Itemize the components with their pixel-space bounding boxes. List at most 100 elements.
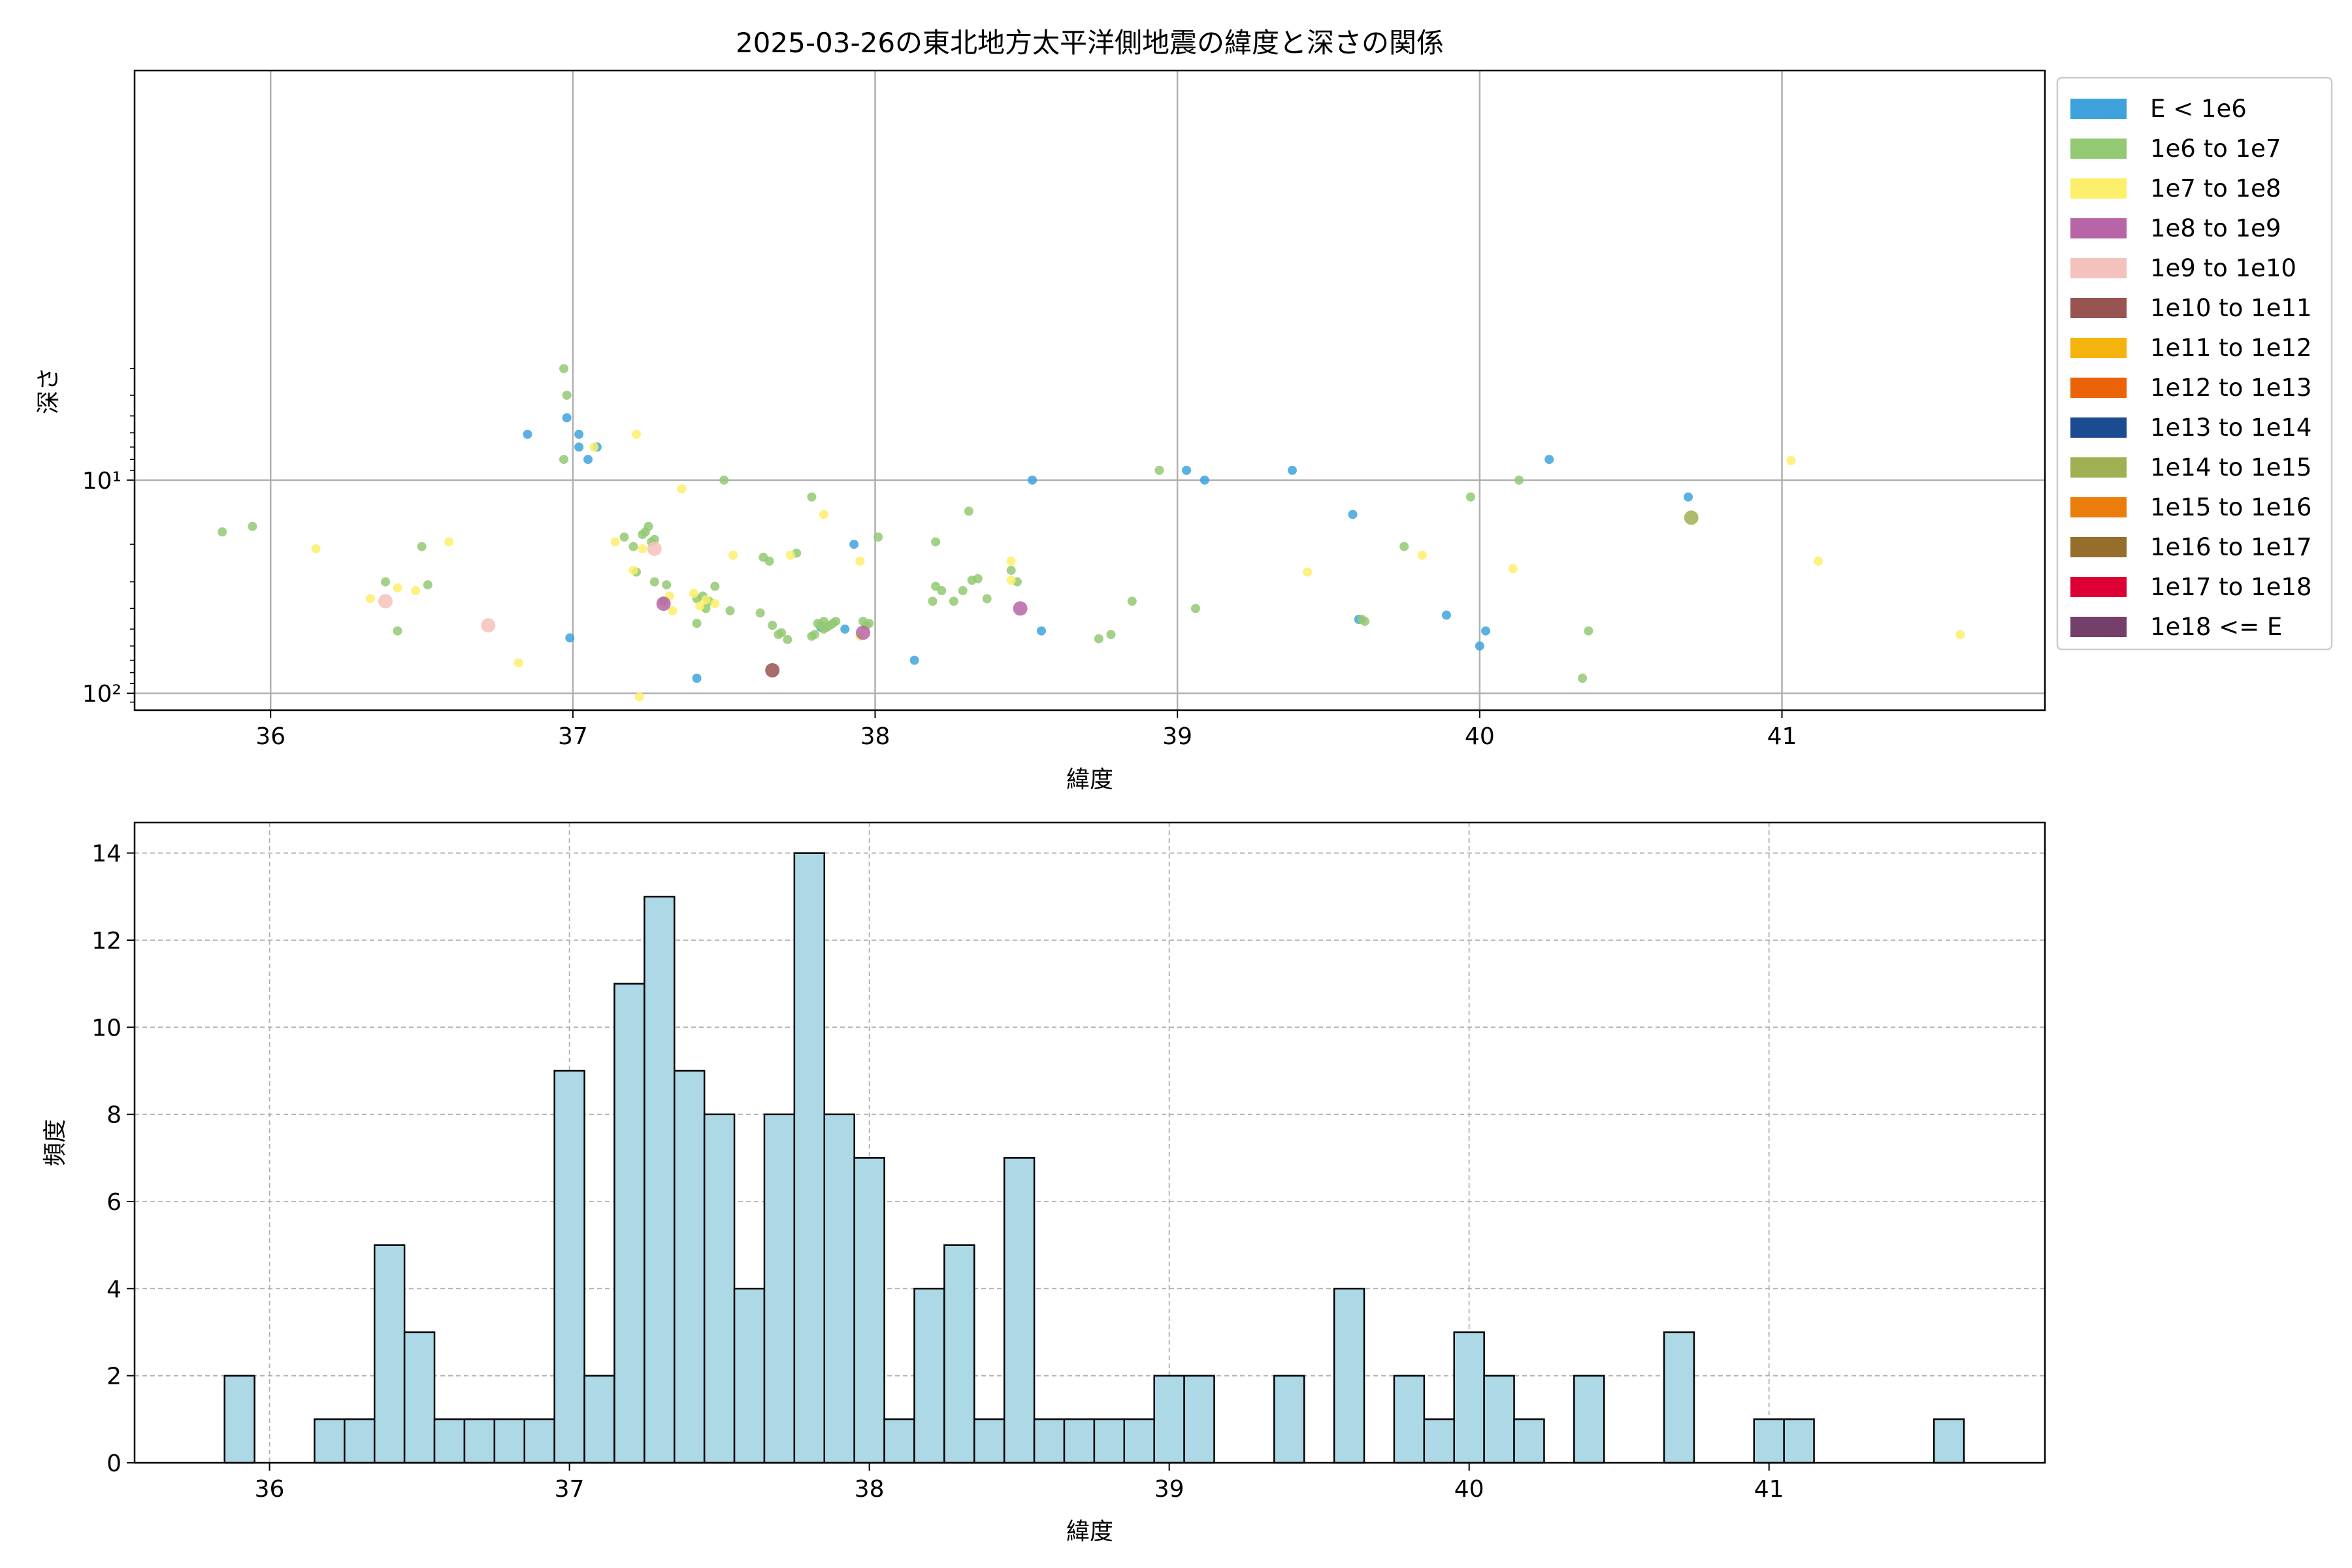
scatter-x-ticks: 36 37 38 39 40 41 [255,710,1797,750]
histogram-bar [493,1418,525,1464]
scatter-point [874,532,883,542]
histogram-bar [1393,1375,1426,1464]
scatter-point [1348,510,1358,519]
histogram-plot-frame [133,821,2046,1464]
histogram-bar [1423,1418,1455,1464]
scatter-point [1475,641,1484,651]
scatter-point [1106,630,1116,640]
histogram-bar [553,1070,585,1464]
scatter-point [629,565,638,575]
histogram-bar [823,1113,855,1464]
scatter-point [423,580,433,590]
scatter-point [710,599,720,609]
scatter-point [785,550,795,560]
scatter-x-tick-label: 40 [1465,723,1495,750]
scatter-point [647,541,662,556]
scatter-point [1036,626,1046,636]
scatter-point [559,455,568,465]
histogram-bar [913,1288,945,1464]
scatter-point [1127,596,1137,606]
histogram-bar [763,1113,796,1464]
scatter-point [1399,542,1409,551]
legend-frame [2056,76,2333,651]
scatter-point [1094,634,1103,644]
legend-label: 1e17 to 1e18 [2150,573,2311,601]
histogram-bar [1003,1157,1036,1464]
histogram-bar [733,1288,766,1464]
histogram-bar [1783,1418,1815,1464]
legend-swatch [2070,178,2127,199]
scatter-panel: 2025-03-26の東北地方太平洋側地震の緯度と深さの関係 36 37 38 39 4… [35,27,2333,793]
histogram-bar [523,1418,555,1464]
scatter-point [1955,630,1965,640]
scatter-point [755,608,765,618]
histogram-y-tick-label: 12 [91,928,122,955]
scatter-point [1441,610,1451,620]
scatter-point [1584,626,1593,636]
histogram-y-tick-label: 8 [106,1102,122,1129]
histogram-bar [583,1375,615,1464]
scatter-point [809,630,819,640]
scatter-point [565,633,575,643]
histogram-bar [613,983,645,1464]
scatter-point [1578,674,1588,683]
scatter-point [831,617,841,627]
scatter-point [864,619,874,629]
scatter-point [481,618,496,633]
histogram-bar [1933,1418,1965,1464]
histogram-y-tick-label: 10 [91,1015,122,1041]
histogram-bar [1183,1375,1215,1464]
scatter-point [692,619,702,629]
scatter-y-label: 深さ [35,367,62,414]
scatter-point [1006,556,1016,566]
scatter-point [1303,567,1313,577]
histogram-bar [1753,1418,1785,1464]
legend-label: 1e9 to 1e10 [2150,254,2296,282]
scatter-point [1544,455,1554,465]
scatter-point [523,429,532,439]
histogram-bar [373,1244,406,1464]
histogram-y-label: 頻度 [42,1119,69,1166]
histogram-y-tick-label: 0 [106,1450,122,1477]
scatter-point [840,624,850,634]
histogram-bar [1513,1418,1545,1464]
scatter-x-tick-label: 37 [558,723,588,750]
legend-label: 1e18 <= E [2150,613,2282,641]
scatter-point [411,586,421,596]
histogram-bar [1033,1418,1066,1464]
scatter-point [574,442,584,452]
scatter-point [931,537,941,547]
scatter-point [695,601,705,611]
scatter-point [619,532,629,542]
histogram-bar [1453,1331,1485,1464]
scatter-point [1814,556,1823,566]
legend-label: 1e11 to 1e12 [2150,334,2311,362]
scatter-point [973,574,983,583]
scatter-y-ticks: 10¹ 10² [82,368,135,708]
scatter-point [1154,465,1164,475]
scatter-point [393,583,402,593]
histogram-bar [883,1418,915,1464]
scatter-x-tick-label: 39 [1162,723,1192,750]
histogram-bar [344,1418,376,1464]
scatter-point [638,544,647,553]
scatter-point [1417,550,1427,560]
legend-swatch [2070,258,2127,278]
scatter-point [964,506,973,516]
scatter-point [768,621,777,630]
histogram-bar [1483,1375,1515,1464]
scatter-point [719,475,729,485]
legend-label: 1e14 to 1e15 [2150,453,2311,482]
histogram-y-tick-label: 4 [106,1276,122,1303]
legend-swatch [2070,497,2127,517]
histogram-y-tick-label: 2 [106,1364,122,1390]
scatter-point [849,540,859,549]
scatter-point [1013,601,1028,616]
scatter-point [218,527,227,537]
histogram-x-tick-label: 40 [1454,1476,1484,1503]
histogram-bar [1093,1418,1126,1464]
histogram-bar [314,1418,346,1464]
scatter-point [1028,475,1037,485]
scatter-point [649,577,659,587]
